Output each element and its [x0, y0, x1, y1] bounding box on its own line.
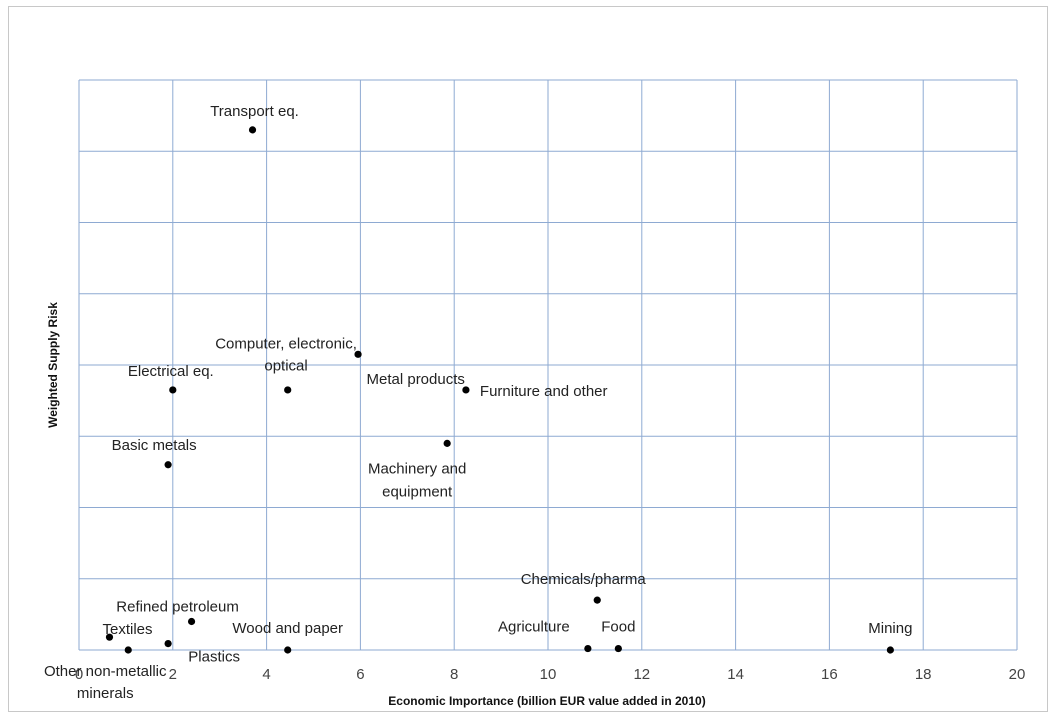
data-point	[284, 646, 292, 654]
chart-frame	[8, 6, 1048, 712]
point-label: Chemicals/pharma	[521, 571, 647, 588]
data-point	[354, 350, 362, 358]
point-label: optical	[264, 357, 307, 374]
point-label: equipment	[382, 483, 453, 500]
x-tick-labels: 0 2 4 6 8 10 12 14 16 18 20	[75, 666, 1026, 683]
data-point	[462, 386, 470, 394]
point-label: Other non-metallic	[44, 663, 167, 680]
data-point	[284, 386, 292, 394]
point-label: Basic metals	[112, 437, 197, 454]
point-label: Textiles	[102, 621, 152, 638]
point-label: Food	[601, 619, 635, 636]
point-label: Mining	[868, 620, 912, 637]
x-tick-label: 20	[1009, 666, 1026, 683]
point-label: Wood and paper	[232, 620, 343, 637]
point-label: Machinery and	[368, 460, 466, 477]
data-point	[614, 644, 622, 653]
data-point	[164, 639, 172, 648]
x-tick-label: 6	[356, 666, 364, 683]
point-label: Electrical eq.	[128, 363, 214, 380]
data-point	[105, 633, 114, 641]
x-tick-label: 10	[540, 666, 557, 683]
data-point	[124, 646, 132, 654]
point-label: minerals	[77, 685, 134, 702]
data-point	[584, 644, 592, 653]
x-tick-label: 4	[262, 666, 270, 683]
point-label: Plastics	[188, 649, 240, 666]
data-point	[187, 617, 196, 626]
data-point	[169, 386, 177, 394]
point-label: Metal products	[367, 371, 465, 388]
plot-grid	[78, 79, 1018, 651]
x-tick-label: 14	[727, 666, 744, 683]
x-tick-label: 18	[915, 666, 932, 683]
point-label: Refined petroleum	[116, 599, 239, 616]
data-point	[593, 596, 601, 604]
point-labels: Transport eq. Computer, electronic, optica…	[44, 103, 912, 702]
point-label: Transport eq.	[210, 103, 299, 120]
point-label: Furniture and other	[480, 383, 608, 400]
x-tick-label: 12	[633, 666, 650, 683]
x-axis-title: Economic Importance (billion EUR value a…	[388, 694, 705, 708]
x-tick-label: 0	[75, 666, 83, 683]
data-point	[886, 646, 894, 654]
data-point	[443, 439, 451, 447]
x-tick-label: 2	[169, 666, 177, 683]
x-tick-label: 8	[450, 666, 458, 683]
y-axis-title: Weighted Supply Risk	[46, 302, 60, 428]
point-label: Agriculture	[498, 619, 570, 636]
data-point	[248, 126, 257, 134]
data-point	[164, 461, 172, 469]
point-label: Computer, electronic,	[215, 335, 357, 352]
x-tick-label: 16	[821, 666, 838, 683]
data-points	[105, 126, 894, 654]
